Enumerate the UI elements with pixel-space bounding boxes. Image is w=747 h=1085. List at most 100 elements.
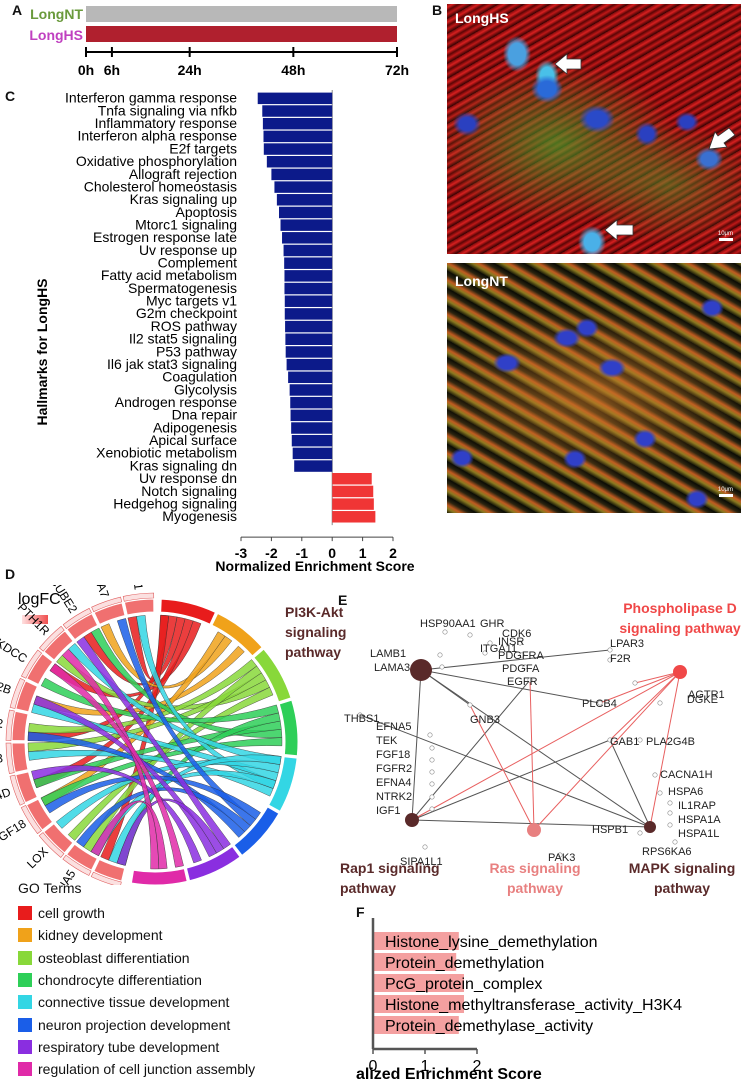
bar (373, 932, 459, 950)
network-gene-label: HSPA6 (668, 786, 703, 798)
legend-swatch (18, 1062, 32, 1077)
x-tick-label: -2 (265, 545, 278, 561)
go-term-legend-item: kidney development (18, 926, 163, 944)
bar (271, 168, 333, 181)
gene-node (607, 737, 613, 743)
gene-node (467, 702, 473, 708)
network-edge (411, 671, 681, 821)
go-term-legend-item: osteoblast differentiation (18, 949, 190, 967)
category-label: Myogenesis (162, 508, 237, 524)
gene-outer-arc (5, 709, 15, 741)
gene-node (527, 677, 533, 683)
x-tick-label: 2 (473, 1058, 482, 1075)
category-label: P53 pathway (156, 343, 237, 359)
network-gene-label: GHR (480, 618, 505, 630)
network-gene-label: CDK6 (502, 628, 531, 640)
x-tick-label: 2 (389, 545, 397, 561)
legend-swatch (18, 972, 32, 987)
network-gene-label: FGF18 (376, 749, 410, 761)
gene-outer-arc (90, 871, 122, 885)
legend-swatch (18, 995, 32, 1010)
pathway-hub-label: signaling pathway (619, 620, 741, 636)
go-term-legend-item: respiratory tube development (18, 1038, 219, 1056)
gene-label: WNT2B (0, 670, 13, 697)
category-label: Inflammatory response (95, 115, 238, 131)
legend-label: kidney development (38, 927, 163, 944)
gene-arc (11, 742, 29, 773)
x-tick-label: 1 (421, 1058, 430, 1075)
go-term-arc (211, 612, 263, 657)
network-edge (634, 671, 681, 684)
bar (279, 206, 333, 219)
category-label: Protein_demethylase_activity (385, 1018, 593, 1035)
network-gene-label: TEK (376, 735, 398, 747)
network-edge (533, 671, 681, 831)
timeline-tick-label: 48h (281, 62, 305, 78)
chord-ribbon (27, 731, 246, 838)
category-label: Uv response dn (139, 470, 237, 486)
category-label: E2f targets (169, 140, 237, 156)
network-gene-label: IL1RAP (678, 800, 716, 812)
gene-outer-arc (9, 677, 26, 709)
category-label: Xenobiotic metabolism (96, 445, 237, 461)
bar (373, 974, 464, 992)
chord-ribbon (76, 787, 251, 848)
arrow-icons (554, 53, 736, 241)
network-gene-label: HSPB1 (592, 824, 628, 836)
gene-node (519, 652, 525, 658)
network-gene-label: GAB1 (610, 736, 639, 748)
timeline-chart: LongNT LongHS 0h 6h 24h 48h 72h (29, 6, 409, 78)
category-label: Uv response up (139, 242, 237, 258)
category-label: Myc targets v1 (146, 293, 237, 309)
x-tick-label: -3 (235, 545, 248, 561)
category-label: Spermatogenesis (128, 280, 237, 296)
chord-diagram: logFC SFRP1EPHA7SCUBE2PTH1RPKDCCWNT2BSFR… (0, 585, 299, 885)
go-term-legend-item: connective tissue development (18, 993, 229, 1011)
network-gene-label: FGFR2 (376, 763, 412, 775)
network-gene-label: CACNA1H (660, 769, 713, 781)
panel-label-c: C (5, 88, 16, 104)
network-edge (411, 679, 531, 821)
legend-label: neuron projection development (38, 1016, 231, 1033)
bar (285, 346, 333, 358)
gene-arc (66, 613, 99, 641)
gene-arc (15, 680, 39, 713)
demethylation-bar-chart: Normalized Enrichment Score Histone_lysi… (356, 918, 682, 1083)
y-axis-title-c: Hallmarks for LongHS (34, 278, 50, 425)
category-label: Il2 stat5 signaling (129, 331, 237, 347)
gene-label: EPHA7 (86, 585, 112, 600)
bar (289, 384, 333, 396)
gene-node (672, 839, 678, 845)
network-edge (469, 704, 535, 831)
pathway-hub-node (410, 659, 432, 681)
gene-outer-arc (38, 832, 65, 858)
arrow-icon (708, 127, 736, 150)
bar (286, 358, 333, 371)
network-gene-label: HSP90AA1 (420, 618, 476, 630)
logfc-legend-title: logFC (18, 591, 61, 608)
bar (373, 995, 464, 1013)
gene-node (429, 769, 435, 775)
x-tick-label: 0 (328, 545, 336, 561)
go-term-legend-item: neuron projection development (18, 1016, 230, 1034)
gene-arc (93, 858, 126, 882)
pathway-hub-label: Rap1 signaling (340, 860, 440, 876)
panel-label-d: D (5, 566, 16, 582)
gene-node (467, 632, 473, 638)
gene-node (657, 790, 663, 796)
category-label: Dna repair (172, 407, 238, 423)
panel-label-b: B (432, 2, 443, 18)
pathway-hub-label: PI3K-Akt (285, 604, 344, 620)
gene-outer-arc (5, 742, 15, 775)
bar (284, 282, 333, 295)
bar (263, 130, 333, 143)
legend-label: chondrocyte differentiation (38, 971, 202, 988)
x-tick-label: -1 (296, 545, 309, 561)
network-edge (529, 679, 535, 831)
gene-label: LOX (24, 844, 51, 871)
x-tick-label: 1 (359, 545, 367, 561)
bar (332, 498, 374, 510)
pathway-hub-label: pathway (654, 880, 710, 896)
gene-node (667, 822, 673, 828)
network-gene-label: RPS6KA6 (642, 846, 692, 858)
